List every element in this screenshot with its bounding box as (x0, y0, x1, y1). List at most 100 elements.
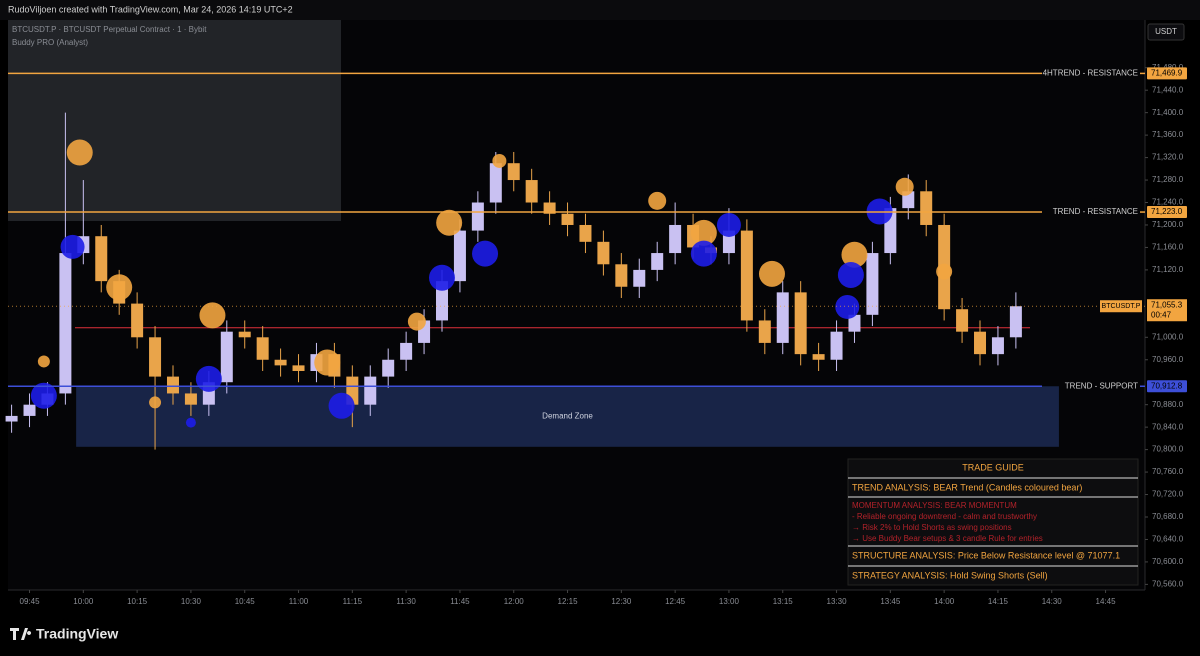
candle-body (435, 281, 448, 321)
countdown: 00:47 (1151, 310, 1172, 319)
x-tick-label: 12:00 (504, 597, 525, 606)
y-tick-label: 71,400.0 (1152, 108, 1184, 117)
candle-body (543, 202, 556, 214)
candle-body (633, 269, 646, 287)
trade-guide-title: TRADE GUIDE (962, 462, 1024, 472)
x-tick-label: 14:45 (1096, 597, 1117, 606)
trend-analysis: TREND ANALYSIS: BEAR Trend (Candles colo… (852, 482, 1082, 492)
price-tag-label: 70,912.8 (1151, 381, 1183, 390)
candle-body (400, 342, 413, 360)
candle-body (453, 230, 466, 282)
y-tick-label: 71,280.0 (1152, 175, 1184, 184)
candle-body (651, 253, 664, 270)
candle-body (669, 224, 682, 254)
x-tick-label: 12:15 (558, 597, 579, 606)
candle-body (471, 202, 484, 231)
candle-body (812, 354, 825, 360)
y-tick-label: 71,320.0 (1152, 153, 1184, 162)
demand-zone-label: Demand Zone (542, 412, 593, 421)
y-tick-label: 70,880.0 (1152, 400, 1184, 409)
marker (37, 355, 50, 368)
momentum-line: → Risk 2% to Hold Shorts as swing positi… (852, 523, 1012, 532)
candle-body (166, 376, 179, 394)
y-tick-label: 71,000.0 (1152, 332, 1184, 341)
candle-body (866, 253, 879, 315)
candle-body (848, 314, 861, 332)
candle-body (238, 331, 251, 338)
candle-body (974, 331, 987, 355)
candle-body (758, 320, 771, 343)
price-tag-label: 71,223.0 (1151, 207, 1183, 216)
x-tick-label: 14:15 (988, 597, 1009, 606)
x-tick-label: 12:30 (611, 597, 632, 606)
y-tick-label: 71,360.0 (1152, 130, 1184, 139)
candle-body (489, 163, 502, 203)
price-tag (1147, 380, 1187, 393)
candle-body (956, 309, 969, 332)
marker (841, 241, 868, 268)
candle-body (525, 180, 538, 203)
momentum-line: - Reliable ongoing downtrend - calm and … (852, 512, 1037, 521)
y-tick-label: 71,240.0 (1152, 198, 1184, 207)
candle-body (95, 236, 108, 282)
x-tick-label: 10:15 (127, 597, 148, 606)
logo-icon (10, 628, 32, 640)
x-tick-label: 13:15 (773, 597, 794, 606)
marker (648, 191, 667, 210)
marker (716, 212, 741, 237)
chart-subtitle: Buddy PRO (Analyst) (12, 38, 88, 47)
x-tick-label: 12:45 (665, 597, 686, 606)
x-tick-label: 09:45 (20, 597, 41, 606)
y-tick-label: 71,200.0 (1152, 220, 1184, 229)
price-tag-label: 71,469.9 (1151, 69, 1183, 78)
marker (66, 139, 93, 166)
last-price-label: 71,055.3 (1151, 300, 1183, 309)
marker (936, 263, 953, 280)
candle-body (23, 404, 36, 416)
candle-body (561, 213, 574, 225)
header: RudoViljoen created with TradingView.com… (8, 4, 293, 14)
trade-guide-box (847, 458, 1139, 586)
y-tick-label: 71,160.0 (1152, 243, 1184, 252)
y-tick-label: 70,720.0 (1152, 490, 1184, 499)
currency-label[interactable]: USDT (1155, 27, 1177, 36)
candle-body (776, 292, 789, 343)
x-tick-label: 14:30 (1042, 597, 1063, 606)
candle-body (579, 224, 592, 242)
trade-guide: TRADE GUIDE TREND ANALYSIS: BEAR Trend (… (847, 458, 1139, 586)
y-tick-label: 71,440.0 (1152, 85, 1184, 94)
level-name: 4HTREND - RESISTANCE (1043, 69, 1138, 78)
momentum-line: → Use Buddy Bear setups & 3 candle Rule … (852, 534, 1043, 543)
level-name: TREND - RESISTANCE (1053, 207, 1138, 216)
x-tick-label: 10:30 (181, 597, 202, 606)
candle-body (131, 303, 144, 338)
marker (195, 365, 222, 392)
candle-body (740, 230, 753, 321)
candle-body (292, 365, 305, 371)
highlight-box (8, 20, 341, 221)
logo: TradingView (10, 626, 118, 642)
marker (199, 302, 226, 329)
level-name: TREND - SUPPORT (1065, 381, 1138, 390)
price-tag (1147, 67, 1187, 80)
y-tick-label: 71,120.0 (1152, 265, 1184, 274)
x-tick-label: 11:30 (396, 597, 416, 606)
x-tick-label: 13:00 (719, 597, 740, 606)
currency-box[interactable] (1147, 23, 1185, 41)
candle-body (59, 253, 72, 394)
candle-body (615, 264, 628, 287)
marker (185, 417, 196, 428)
candle-body (597, 241, 610, 265)
candle-body (220, 331, 233, 383)
last-price-name: BTCUSDT.P (1102, 303, 1141, 310)
marker (690, 240, 717, 267)
candle-body (256, 337, 269, 360)
x-tick-label: 13:30 (827, 597, 848, 606)
demand-zone (76, 386, 1059, 447)
marker (60, 234, 85, 259)
candle-body (184, 393, 197, 405)
candle-body (5, 415, 18, 422)
marker (149, 396, 162, 409)
